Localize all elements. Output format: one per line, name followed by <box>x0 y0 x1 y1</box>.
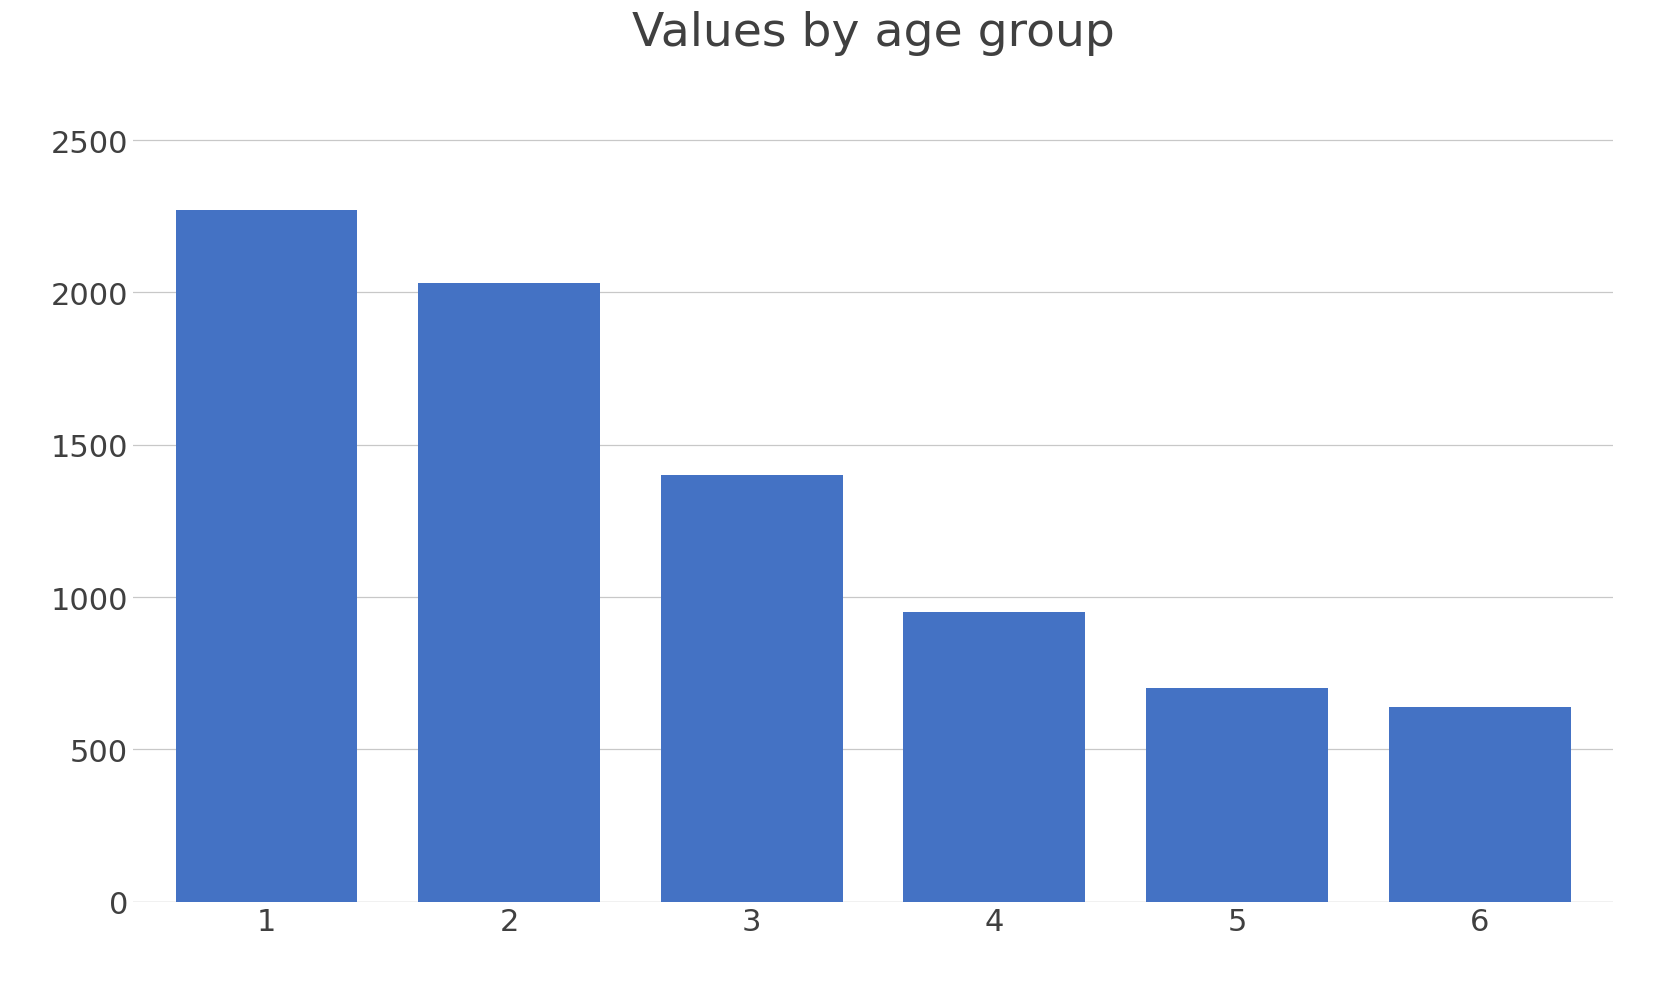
Bar <box>417 284 600 902</box>
Bar <box>176 211 358 902</box>
Bar <box>1389 707 1570 902</box>
Title: Values by age group: Values by age group <box>632 10 1114 55</box>
Bar <box>660 476 843 902</box>
Bar <box>903 612 1086 902</box>
Bar <box>1146 688 1329 902</box>
